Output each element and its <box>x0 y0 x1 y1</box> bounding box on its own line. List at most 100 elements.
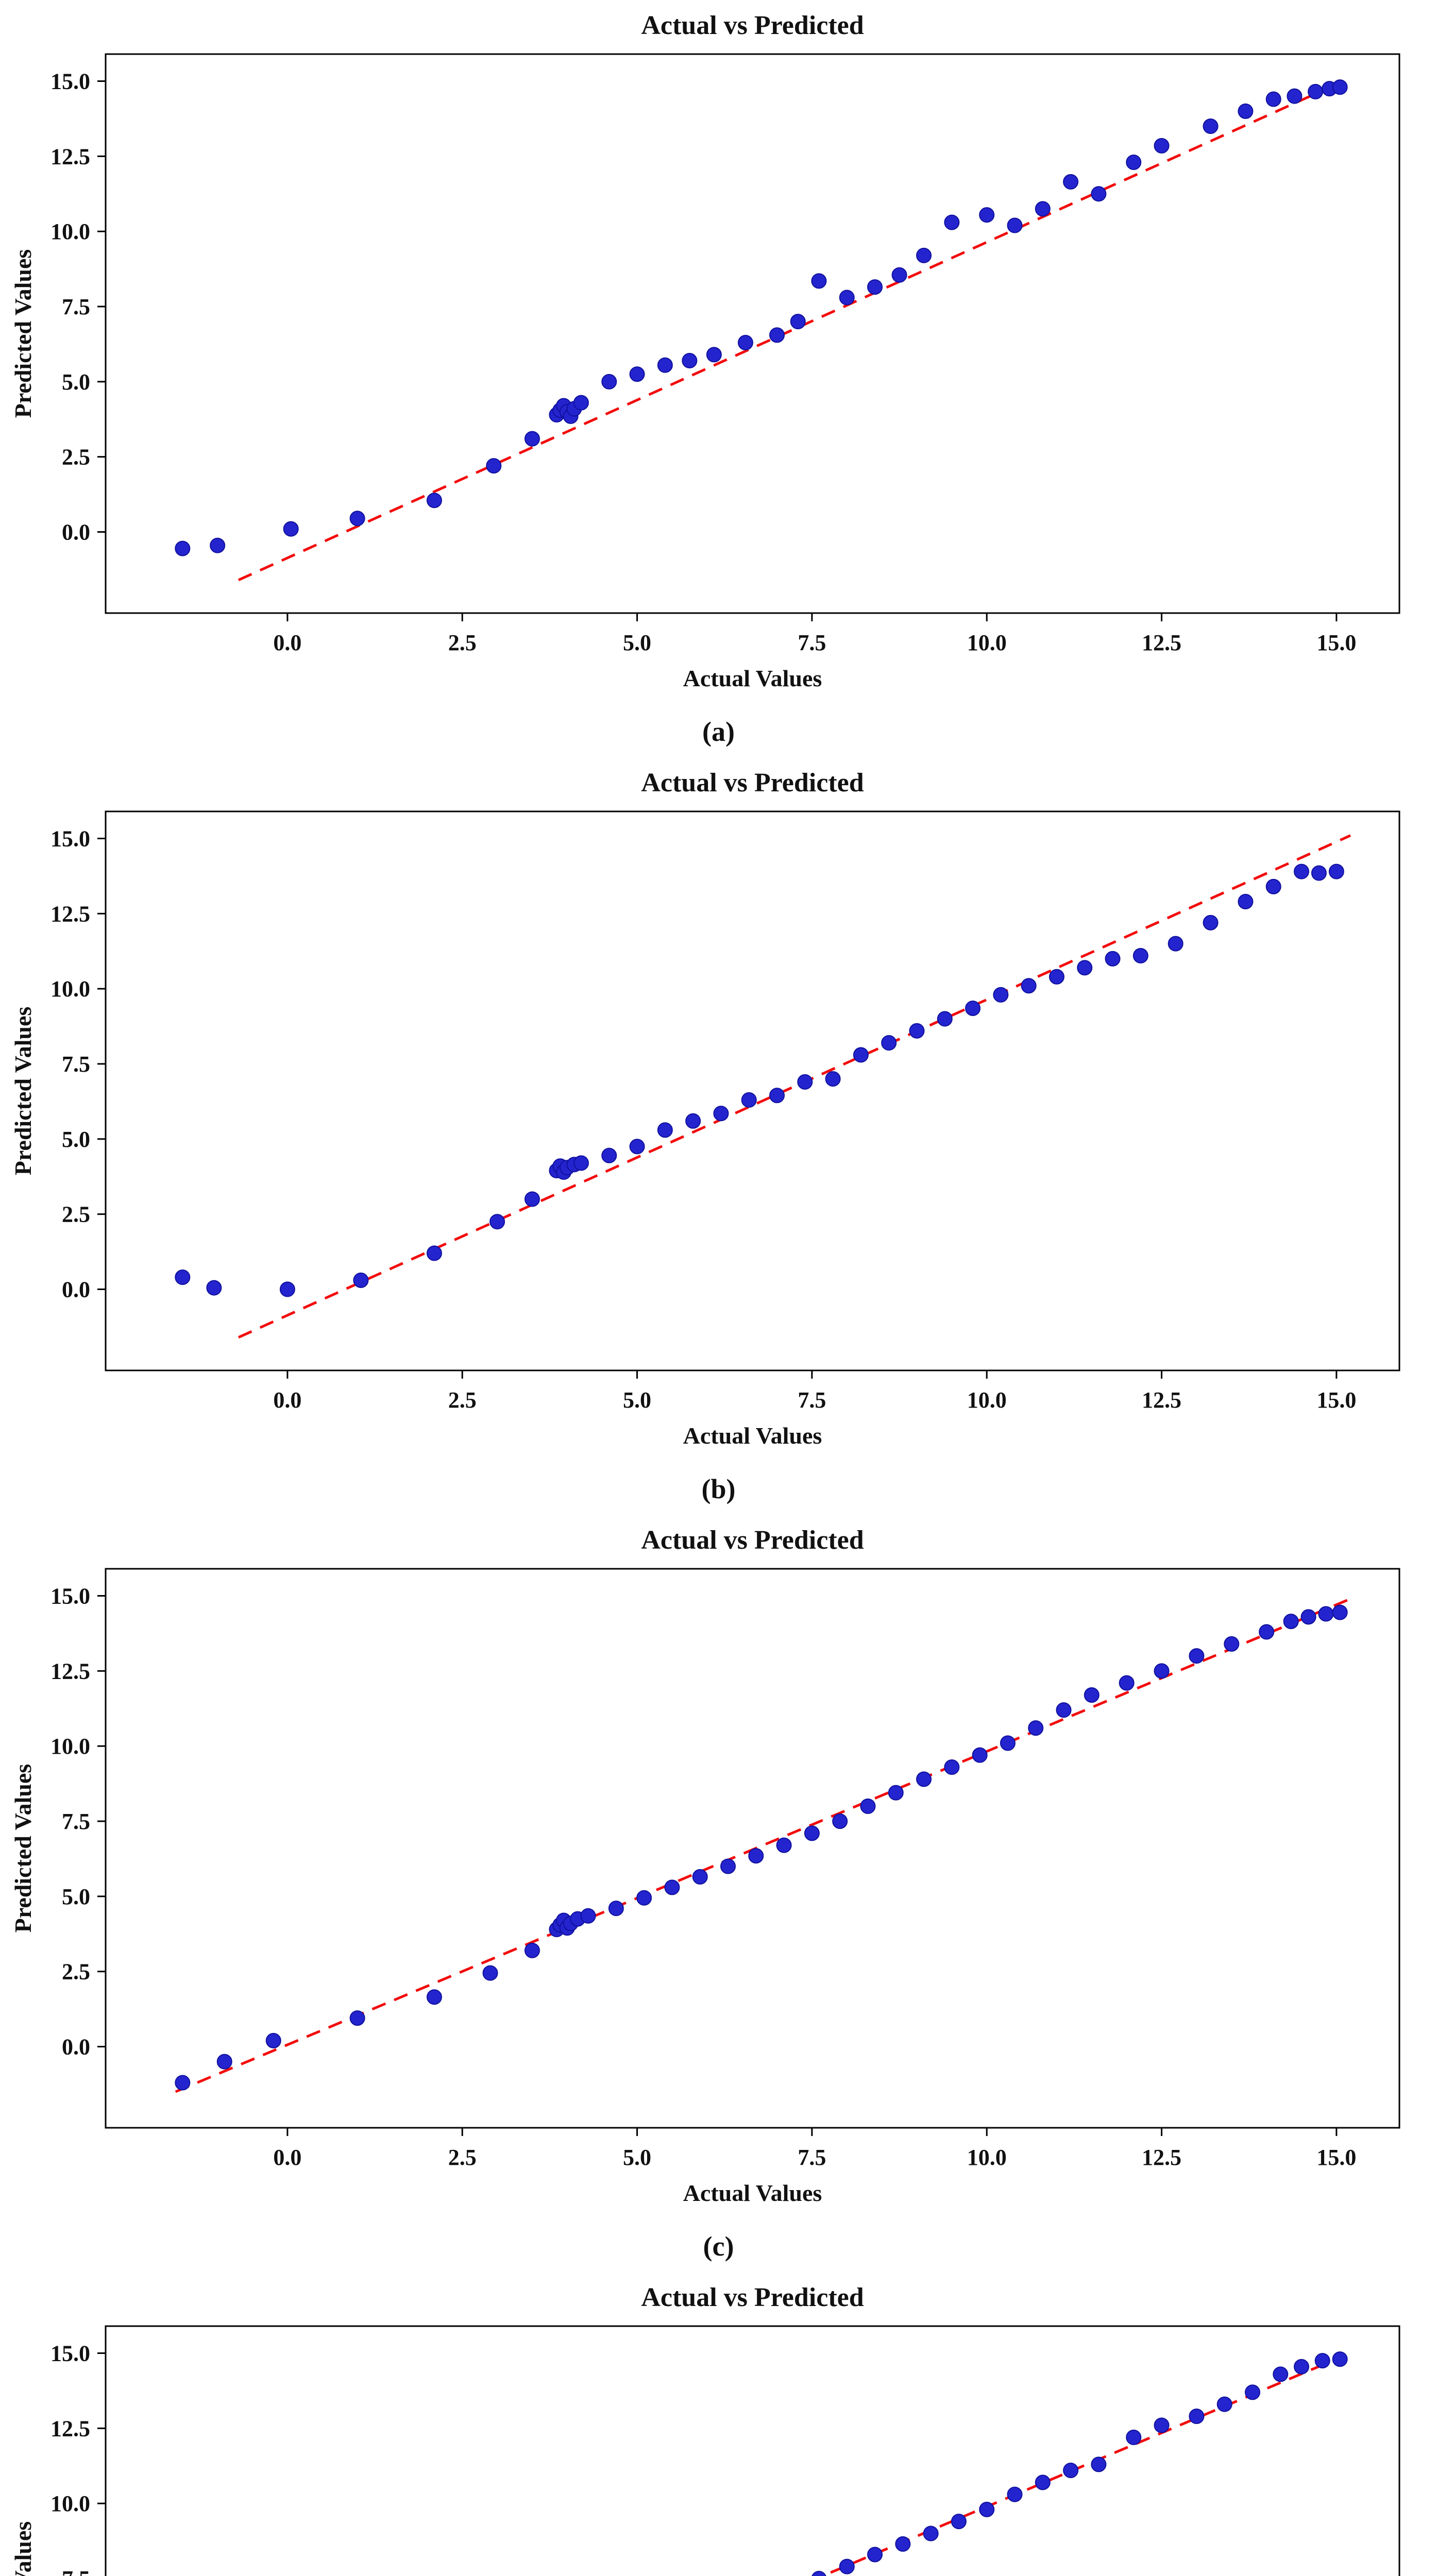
scatter-point <box>482 1965 498 1981</box>
scatter-point <box>524 1942 540 1958</box>
x-axis-label: Actual Values <box>683 1422 822 1449</box>
x-tick-label: 0.0 <box>273 2145 301 2170</box>
scatter-point <box>937 1011 953 1027</box>
scatter-point <box>1308 83 1324 99</box>
scatter-point <box>1154 138 1170 154</box>
scatter-point <box>1311 865 1327 881</box>
x-tick-label: 15.0 <box>1316 2145 1356 2170</box>
scatter-point <box>1063 174 1079 190</box>
scatter-point <box>891 267 907 283</box>
scatter-point <box>353 1273 369 1288</box>
y-tick-label: 5.0 <box>62 1884 90 1909</box>
scatter-point <box>664 1879 680 1895</box>
reference-line <box>819 2352 1351 2576</box>
scatter-point <box>1238 103 1254 119</box>
y-axis-label: Predicted Values <box>10 1764 36 1933</box>
scatter-point <box>692 1869 708 1885</box>
chart-panel-c: Actual vs Predicted 0.0 2.5 5.0 7.5 10.0 12.5 1… <box>0 1515 1437 2272</box>
scatter-point <box>657 1122 673 1138</box>
scatter-point <box>1273 2366 1289 2382</box>
y-tick-label: 12.5 <box>50 1658 90 1684</box>
x-tick-label: 0.0 <box>273 630 301 655</box>
x-tick-label: 0.0 <box>273 1387 301 1413</box>
scatter-point <box>706 347 722 363</box>
y-tick-label: 10.0 <box>50 2491 90 2516</box>
scatter-point <box>608 1901 624 1917</box>
scatter-point <box>175 2075 191 2091</box>
chart-title: Actual vs Predicted <box>641 11 864 40</box>
scatter-point <box>812 2571 826 2576</box>
chart-title: Actual vs Predicted <box>641 2283 864 2312</box>
scatter-point <box>1332 79 1348 95</box>
scatter-point <box>1154 1663 1170 1679</box>
y-axis-label: Predicted Values <box>10 1007 36 1176</box>
x-tick-label: 2.5 <box>448 2145 477 2170</box>
y-tick-label: 5.0 <box>62 1127 90 1152</box>
scatter-point <box>426 1989 442 2005</box>
scatter-point <box>1084 1687 1100 1703</box>
scatter-point <box>881 1035 897 1051</box>
y-axis-label: Predicted Values <box>10 2521 36 2576</box>
scatter-point <box>776 1837 792 1853</box>
chart-caption-a: (a) <box>702 716 735 747</box>
y-tick-label: 10.0 <box>50 219 90 244</box>
y-tick-label: 15.0 <box>50 1584 90 1609</box>
scatter-point <box>1035 2475 1051 2490</box>
y-tick-label: 12.5 <box>50 901 90 926</box>
y-tick-label: 7.5 <box>62 2566 90 2576</box>
scatter-point <box>1318 1606 1334 1622</box>
scatter-point <box>769 1088 785 1104</box>
scatter-point <box>216 2054 232 2070</box>
scatter-point <box>1328 863 1344 879</box>
x-tick-label: 5.0 <box>623 1387 651 1413</box>
scatter-point <box>888 1785 904 1801</box>
y-tick-label: 2.5 <box>62 1959 90 1985</box>
scatter-point <box>426 493 442 509</box>
scatter-point <box>636 1890 652 1906</box>
scatter-point <box>979 207 995 223</box>
x-tick-label: 12.5 <box>1142 1387 1181 1413</box>
y-tick-label: 0.0 <box>62 520 90 545</box>
scatter-point <box>629 1139 645 1155</box>
scatter-point <box>1154 2417 1170 2433</box>
scatter-point <box>283 521 299 537</box>
scatter-point <box>1132 948 1148 963</box>
scatter-point <box>685 1113 701 1129</box>
scatter-point <box>210 537 226 553</box>
x-tick-label: 7.5 <box>798 1387 826 1413</box>
scatter-point <box>1056 1702 1072 1718</box>
scatter-point <box>1287 88 1303 104</box>
x-tick-label: 10.0 <box>967 630 1007 655</box>
scatter-point <box>1224 1636 1240 1652</box>
scatter-point <box>860 1798 876 1814</box>
scatter-point <box>1049 969 1064 985</box>
scatter-point <box>1314 2353 1330 2369</box>
scatter-point <box>769 327 785 343</box>
scatter-point <box>1238 894 1254 909</box>
y-tick-label: 7.5 <box>62 294 90 319</box>
x-tick-label: 15.0 <box>1316 1387 1356 1413</box>
scatter-point <box>1265 91 1281 107</box>
y-tick-label: 12.5 <box>50 2416 90 2441</box>
scatter-point <box>895 2536 911 2552</box>
reference-line <box>238 834 1351 1339</box>
scatter-plot-c: Actual vs Predicted 0.0 2.5 5.0 7.5 10.0 12.5 1… <box>10 1526 1400 2206</box>
y-tick-label: 10.0 <box>50 1734 90 1759</box>
scatter-point <box>682 353 698 368</box>
scatter-point <box>1244 2384 1260 2400</box>
scatter-point <box>1126 155 1142 170</box>
plot-border <box>105 1568 1400 2129</box>
scatter-point <box>951 2514 967 2530</box>
y-tick-label: 2.5 <box>62 1202 90 1227</box>
scatter-point <box>741 1092 757 1108</box>
scatter-point <box>1203 914 1219 930</box>
scatter-point <box>737 335 753 350</box>
scatter-point <box>804 1825 820 1841</box>
scatter-point <box>713 1106 729 1122</box>
scatter-plot-b: Actual vs Predicted 0.0 2.5 5.0 7.5 10.0 12.5 1… <box>10 768 1400 1449</box>
scatter-point <box>175 540 191 556</box>
chart-panel-b: Actual vs Predicted 0.0 2.5 5.0 7.5 10.0 12.5 1… <box>0 757 1437 1515</box>
scatter-point <box>349 511 365 527</box>
scatter-point <box>279 1281 295 1297</box>
